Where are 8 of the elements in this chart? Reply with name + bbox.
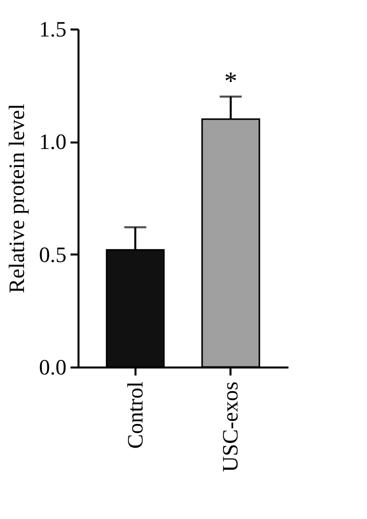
y-tick-label: 1.5: [39, 16, 66, 42]
y-axis-title: Relative protein level: [4, 104, 29, 294]
annotation: *: [224, 66, 238, 96]
x-tick-label: USC-exos: [218, 382, 243, 472]
y-tick-label: 0.0: [39, 354, 66, 380]
y-tick-label: 1.0: [39, 129, 66, 154]
y-tick-label: 0.5: [39, 242, 66, 267]
x-tick-label: Control: [122, 382, 148, 449]
